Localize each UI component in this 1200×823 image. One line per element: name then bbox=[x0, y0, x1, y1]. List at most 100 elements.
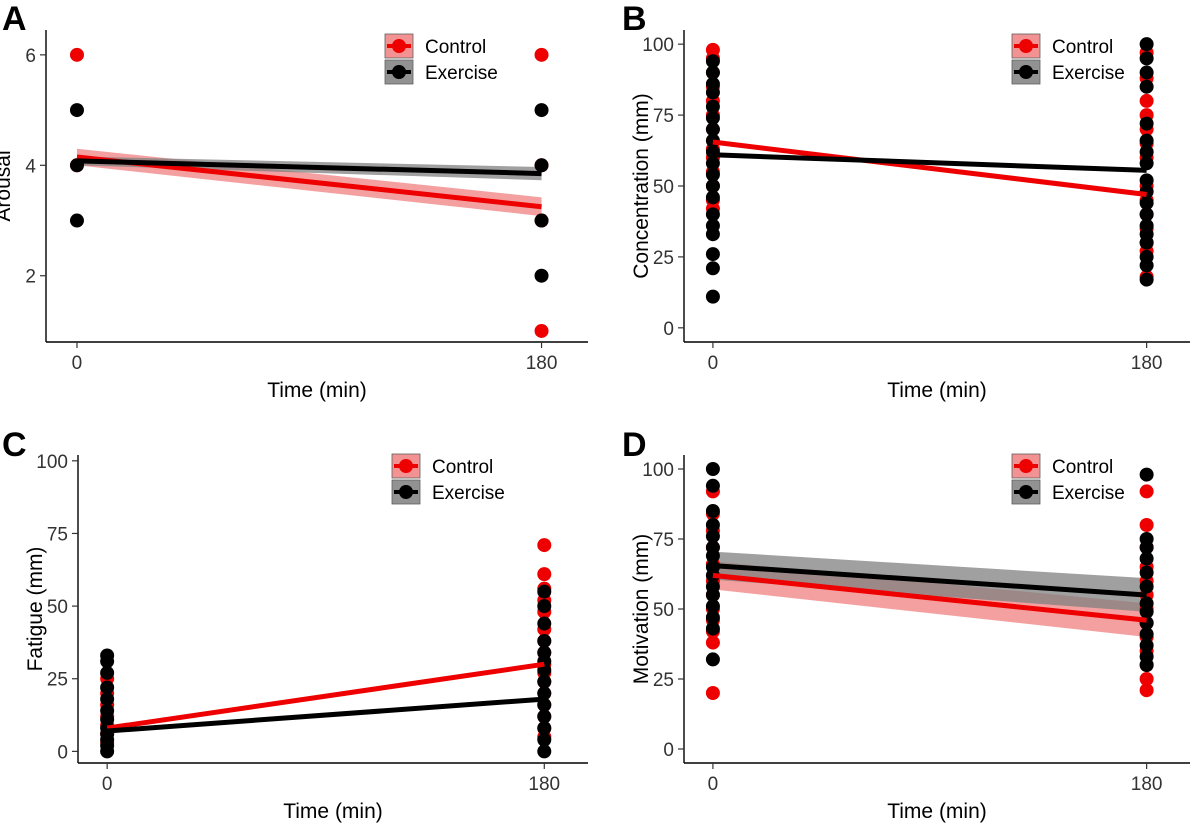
x-tick-label: 0 bbox=[102, 774, 113, 795]
legend-label-exercise: Exercise bbox=[1052, 483, 1125, 504]
exercise-point bbox=[1139, 207, 1154, 222]
control-point bbox=[1139, 484, 1154, 499]
control-point bbox=[1139, 683, 1154, 698]
y-tick-label: 75 bbox=[653, 106, 674, 127]
x-tick-label: 180 bbox=[1131, 774, 1163, 795]
legend-label-exercise: Exercise bbox=[432, 483, 505, 504]
exercise-point bbox=[534, 213, 549, 228]
x-tick-label: 180 bbox=[526, 353, 558, 374]
exercise-point bbox=[1139, 540, 1154, 555]
x-tick-label: 0 bbox=[708, 353, 719, 374]
y-tick-label: 25 bbox=[47, 670, 68, 691]
control-point bbox=[537, 567, 552, 582]
control-point bbox=[69, 47, 84, 62]
exercise-point bbox=[705, 588, 720, 602]
exercise-point bbox=[1139, 658, 1154, 672]
panel-d: D 0 25 50 75 100 0 180 Time (min) Motivation (mm)… bbox=[622, 426, 1190, 823]
y-tick-label: 50 bbox=[653, 177, 674, 198]
x-axis-title: Time (min) bbox=[283, 800, 383, 823]
exercise-point bbox=[705, 261, 720, 276]
exercise-point bbox=[705, 621, 720, 636]
x-axis-title: Time (min) bbox=[887, 800, 987, 823]
exercise-point bbox=[705, 462, 720, 476]
legend-dot-control bbox=[399, 459, 413, 473]
exercise-point bbox=[1139, 565, 1154, 580]
legend-dot-control bbox=[392, 39, 406, 53]
y-axis-title: Concentration (mm) bbox=[630, 93, 653, 279]
exercise-point bbox=[705, 227, 720, 242]
legend-label-exercise: Exercise bbox=[425, 63, 498, 84]
legend-label-control: Control bbox=[1052, 37, 1113, 58]
exercise-point bbox=[1139, 144, 1154, 159]
exercise-point bbox=[534, 158, 549, 173]
exercise-point bbox=[1139, 579, 1154, 594]
panel-letter: A bbox=[2, 0, 27, 38]
control-point bbox=[537, 538, 552, 553]
exercise-point bbox=[705, 610, 720, 625]
exercise-point bbox=[100, 654, 115, 669]
exercise-point bbox=[1139, 116, 1154, 131]
exercise-point bbox=[537, 709, 552, 724]
legend: Control Exercise bbox=[1011, 453, 1125, 505]
x-tick-label: 0 bbox=[708, 774, 719, 795]
legend-label-control: Control bbox=[1052, 457, 1113, 478]
legend-dot-control bbox=[1019, 39, 1033, 53]
exercise-fit-line bbox=[712, 152, 1147, 173]
exercise-point bbox=[1139, 627, 1154, 642]
legend: Control Exercise bbox=[384, 33, 498, 85]
y-tick-label: 100 bbox=[36, 452, 68, 473]
y-tick-label: 50 bbox=[47, 597, 68, 618]
x-tick-label: 180 bbox=[1131, 353, 1163, 374]
exercise-point bbox=[537, 674, 552, 689]
legend-dot-exercise bbox=[399, 485, 413, 499]
y-tick-label: 2 bbox=[25, 267, 36, 288]
exercise-point bbox=[705, 289, 720, 304]
exercise-point bbox=[705, 99, 720, 114]
panel-a: A 2 4 6 0 180 Time (min) Arousal Control Exercise bbox=[0, 0, 588, 402]
control-point bbox=[1139, 93, 1154, 108]
exercise-point bbox=[1139, 37, 1154, 52]
x-axis-title: Time (min) bbox=[887, 379, 987, 402]
y-axis-title: Fatigue (mm) bbox=[24, 547, 47, 672]
exercise-point bbox=[705, 65, 720, 80]
exercise-point bbox=[705, 529, 720, 544]
panel-letter: C bbox=[2, 426, 27, 464]
exercise-point bbox=[705, 207, 720, 222]
exercise-point bbox=[1139, 79, 1154, 94]
exercise-point bbox=[705, 122, 720, 137]
legend-label-control: Control bbox=[425, 37, 486, 58]
exercise-point bbox=[1139, 133, 1154, 148]
control-point bbox=[705, 635, 720, 650]
exercise-point bbox=[705, 247, 720, 262]
exercise-point bbox=[1139, 551, 1154, 566]
y-tick-label: 100 bbox=[642, 35, 674, 56]
exercise-point bbox=[537, 686, 552, 701]
legend: Control Exercise bbox=[1011, 33, 1125, 85]
x-tick-label: 180 bbox=[528, 774, 560, 795]
exercise-point bbox=[100, 665, 115, 680]
control-point bbox=[1139, 518, 1154, 532]
y-tick-label: 25 bbox=[653, 670, 674, 691]
exercise-point bbox=[1139, 272, 1154, 287]
y-tick-label: 0 bbox=[663, 740, 674, 761]
panel-b: B 0 25 50 75 100 0 180 Time (min) Concentration (… bbox=[622, 0, 1190, 402]
exercise-point bbox=[705, 652, 720, 667]
exercise-point bbox=[705, 110, 720, 125]
y-tick-label: 0 bbox=[57, 742, 68, 763]
y-tick-label: 100 bbox=[642, 460, 674, 481]
y-tick-label: 75 bbox=[47, 524, 68, 545]
exercise-point bbox=[1139, 156, 1154, 171]
y-axis-title: Arousal bbox=[0, 150, 15, 221]
exercise-point bbox=[100, 680, 115, 695]
control-fit-line bbox=[106, 661, 545, 731]
exercise-fit-line bbox=[712, 563, 1147, 598]
panel-letter: D bbox=[622, 426, 647, 464]
legend-dot-exercise bbox=[1019, 485, 1033, 499]
exercise-point bbox=[537, 584, 552, 599]
y-tick-label: 25 bbox=[653, 248, 674, 269]
exercise-fit-line bbox=[106, 696, 545, 734]
exercise-point bbox=[537, 732, 552, 747]
exercise-point bbox=[705, 190, 720, 205]
y-tick-label: 6 bbox=[25, 46, 36, 67]
exercise-point bbox=[1139, 196, 1154, 211]
